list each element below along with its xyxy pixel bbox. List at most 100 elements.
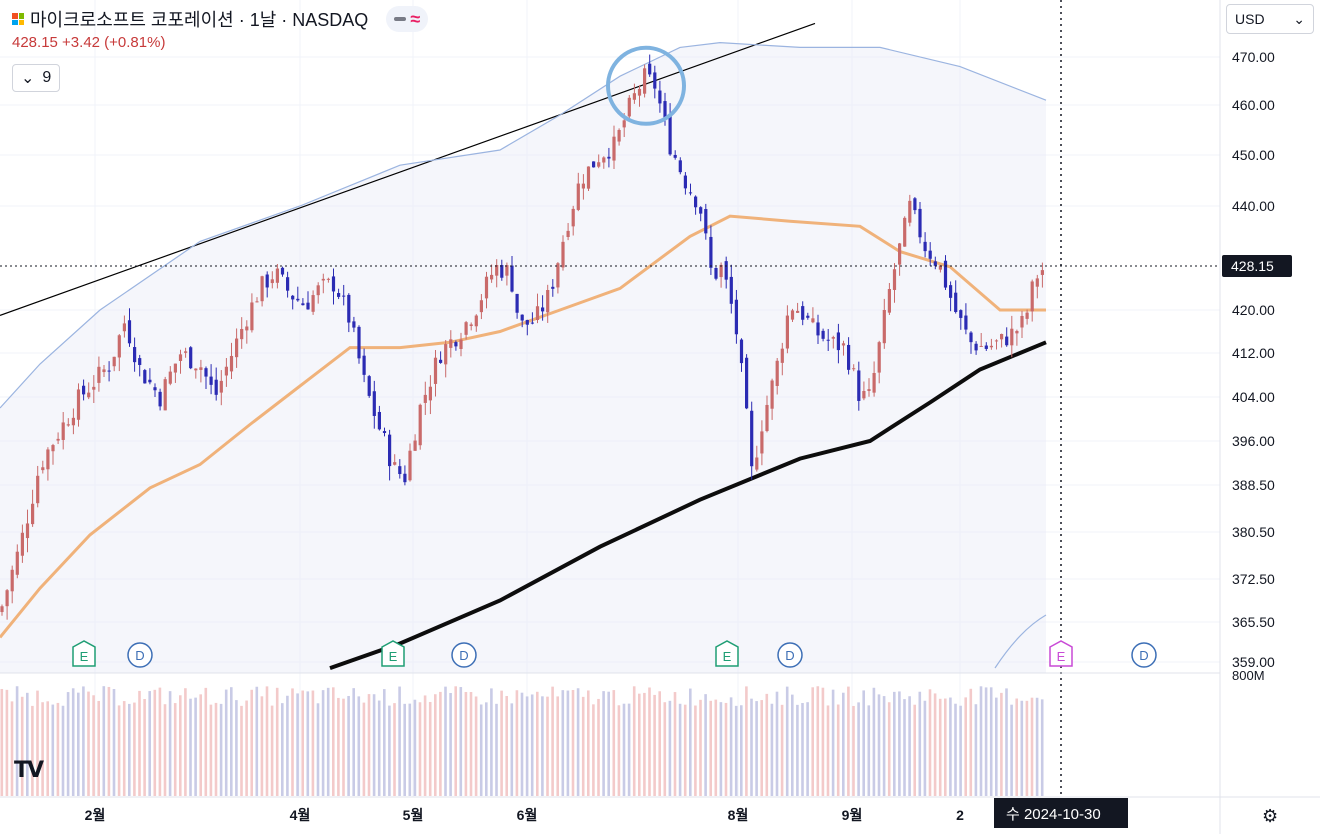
minus-icon[interactable] (394, 17, 407, 21)
candle-body (821, 330, 825, 339)
earnings-marker[interactable]: E (381, 640, 405, 667)
volume-bar (622, 703, 626, 796)
volume-bar (1020, 700, 1024, 796)
tradingview-logo-icon[interactable]: TV (14, 758, 44, 783)
volume-bar (20, 696, 24, 796)
dividend-marker[interactable]: D (777, 642, 803, 668)
volume-bar (495, 703, 498, 796)
candle-body (377, 411, 381, 430)
volume-bar (505, 696, 508, 796)
price-tick-label: 388.50 (1232, 477, 1275, 493)
candle-body (143, 370, 147, 384)
volume-bar (673, 692, 677, 796)
candle-body (658, 90, 662, 104)
volume-bar (536, 691, 539, 796)
volume-bar (1015, 698, 1018, 796)
candle-body (943, 260, 948, 288)
volume-bar (281, 703, 284, 796)
candle-body (250, 302, 254, 331)
volume-bar (10, 701, 14, 796)
volume-bar (719, 702, 723, 796)
candle-body (750, 410, 754, 467)
candle-body (1040, 270, 1044, 275)
band-fill (0, 42, 1046, 674)
volume-bar (434, 694, 437, 796)
time-axis[interactable]: 2월 4월 5월 6월 8월 9월 2 (85, 807, 964, 823)
candle-body (469, 324, 473, 326)
candle-body (801, 306, 805, 320)
volume-bar (663, 702, 667, 796)
symbol-title[interactable]: 마이크로소프트 코포레이션 · 1날 · NASDAQ (30, 10, 369, 30)
time-tick-label: 2월 (85, 807, 106, 823)
candle-body (928, 250, 932, 259)
candle-body (796, 310, 800, 313)
volume-bar (326, 687, 330, 796)
volume-bar (1025, 700, 1029, 796)
candle-body (117, 335, 121, 358)
trend-line[interactable] (0, 22, 816, 316)
ath-circle-annotation[interactable] (606, 45, 686, 126)
volume-bar (15, 686, 19, 796)
candle-body (87, 392, 91, 398)
volume-bar (423, 695, 427, 796)
wave-icon[interactable]: ≈ (410, 8, 421, 29)
volume-bar (699, 699, 702, 796)
volume-bar (41, 702, 44, 796)
volume-bar (153, 689, 157, 796)
candle-body (97, 366, 101, 383)
candle-body (280, 267, 285, 275)
volume-bar (357, 696, 361, 796)
volume-bar (158, 687, 162, 796)
candle-body (535, 306, 540, 321)
volume-bar (383, 689, 386, 796)
volume-bar (332, 687, 335, 796)
currency-select[interactable]: USD ⌄ (1226, 4, 1314, 34)
indicators-toggle-button[interactable]: ⌄ 9 (12, 64, 61, 92)
candle-body (541, 307, 545, 312)
current-price-tag-label: 428.15 (1231, 258, 1274, 274)
volume-bar (444, 686, 447, 796)
volume-bar (816, 686, 820, 796)
dividend-marker[interactable]: D (1131, 642, 1157, 668)
candle-body (316, 285, 320, 296)
candle-body (898, 243, 902, 265)
earnings-marker[interactable]: E (72, 640, 96, 667)
candle-body (337, 293, 341, 297)
volume-bar (31, 705, 34, 796)
volume-bar (500, 690, 503, 796)
candle-body (474, 315, 478, 327)
candle-body (275, 268, 279, 283)
dividend-marker[interactable]: D (451, 642, 477, 668)
candle-body (362, 355, 366, 375)
volume-bar (658, 691, 661, 796)
candle-body (260, 276, 264, 302)
candle-body (133, 347, 137, 363)
earnings-marker[interactable]: E (1049, 640, 1073, 667)
volume-bar (831, 689, 835, 796)
volume-bar (740, 705, 743, 796)
visibility-pill[interactable]: ≈ (386, 6, 429, 32)
volume-bar (128, 703, 131, 796)
volume-bar (342, 698, 345, 796)
candle-body (739, 339, 744, 364)
earnings-marker[interactable]: E (715, 640, 739, 667)
candle-body (291, 295, 295, 300)
volume-bar (694, 705, 697, 796)
volume-bar (474, 696, 478, 796)
candle-body (592, 161, 596, 168)
volume-bar (377, 700, 381, 796)
volume-bar (668, 700, 672, 796)
price-tick-label: 372.50 (1232, 571, 1275, 587)
candle-body (56, 438, 60, 441)
dividend-marker[interactable]: D (127, 642, 153, 668)
candle-body (347, 294, 351, 323)
volume-bar (51, 704, 55, 796)
candle-body (413, 440, 417, 451)
price-axis[interactable]: 470.00 460.00 450.00 440.00 420.00 412.00 404.… (1232, 49, 1275, 670)
volume-bar (938, 698, 942, 796)
volume-bar (26, 692, 29, 796)
event-label: D (785, 648, 794, 663)
candle-body (286, 277, 290, 291)
settings-gear-icon[interactable]: ⚙ (1262, 806, 1279, 826)
